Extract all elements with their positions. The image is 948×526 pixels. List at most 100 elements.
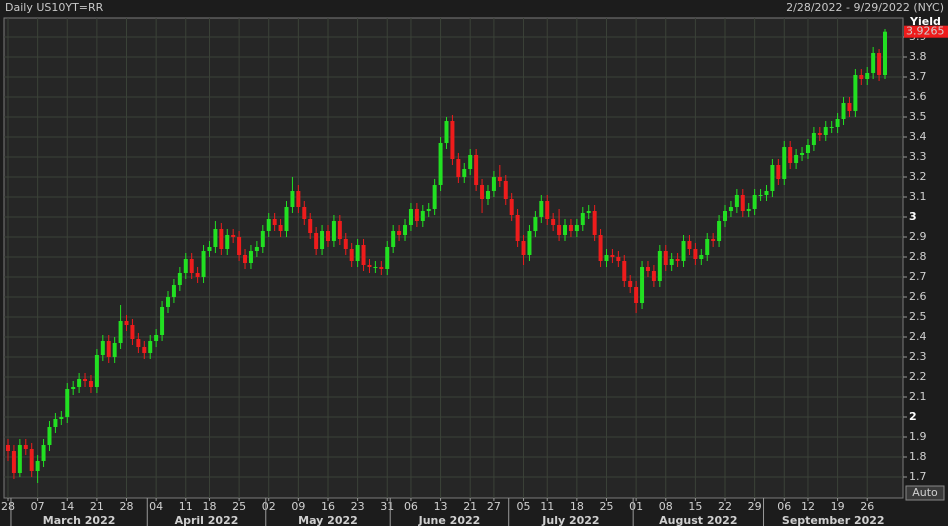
candle-body [6, 445, 10, 451]
candle-body [361, 245, 366, 265]
candle-body [426, 209, 431, 211]
candle-body [752, 195, 757, 209]
candle-body [243, 255, 248, 263]
candle-body [171, 285, 176, 297]
auto-button-label[interactable]: Auto [912, 486, 938, 499]
x-tick-label: 11 [179, 500, 193, 513]
candle-body [130, 325, 135, 339]
month-label: July 2022 [541, 514, 599, 526]
y-tick-label: 1.9 [909, 430, 927, 443]
candle-body [865, 73, 870, 79]
y-tick-label: 2.1 [909, 390, 927, 403]
candle-body [823, 127, 828, 135]
candle-body [610, 255, 615, 257]
candle-body [557, 225, 562, 235]
x-tick-label: 29 [748, 500, 762, 513]
candle-body [160, 307, 165, 335]
candle-body [462, 169, 467, 177]
candle-body [231, 235, 236, 237]
month-label: March 2022 [43, 514, 116, 526]
grid [4, 18, 903, 498]
candle-body [165, 297, 170, 307]
candle-body [183, 259, 188, 273]
candle-body [539, 201, 544, 217]
candle-body [551, 219, 556, 225]
x-tick-label: 16 [321, 500, 335, 513]
y-tick-label: 1.7 [909, 470, 927, 483]
x-tick-label: 01 [629, 500, 643, 513]
auto-button-box[interactable] [905, 485, 945, 501]
candle-body [355, 245, 360, 261]
candle-body [53, 419, 58, 427]
x-tick-label: 06 [777, 500, 791, 513]
candle-body [527, 231, 532, 255]
x-tick-label: 12 [801, 500, 815, 513]
candle-body [207, 247, 212, 251]
candle-body [403, 225, 408, 235]
y-tick-label: 1.8 [909, 450, 927, 463]
y-tick-label: 3.1 [909, 190, 927, 203]
date-range: 2/28/2022 - 9/29/2022 (NYC) [786, 1, 944, 14]
x-tick-label: 09 [291, 500, 305, 513]
candle-body [877, 53, 882, 75]
candle-body [373, 267, 378, 268]
y-tick-label: 2.2 [909, 370, 927, 383]
candle-body [604, 255, 609, 261]
x-tick-label: 25 [599, 500, 613, 513]
candle-body [77, 379, 82, 387]
candle-body [35, 461, 40, 471]
candle-body [764, 191, 769, 195]
candle-body [515, 215, 520, 241]
candle-body [331, 221, 336, 241]
candle-body [509, 199, 514, 215]
candle-body [503, 181, 508, 199]
candle-body [592, 211, 597, 235]
month-label: May 2022 [298, 514, 358, 526]
candle-body [302, 207, 307, 219]
candle-body [805, 145, 810, 153]
plot-area [3, 17, 904, 499]
candle-body [450, 121, 455, 159]
y-tick-label: 3 [909, 210, 917, 223]
x-tick-label: 02 [262, 500, 276, 513]
x-tick-label: 13 [434, 500, 448, 513]
candle-body [794, 155, 799, 163]
y-tick-label: 2.8 [909, 250, 927, 263]
candle-body [480, 185, 485, 199]
candle-body [148, 341, 153, 353]
candle-body [734, 195, 739, 207]
last-price-label: 3.9265 [906, 25, 945, 38]
candle-body [201, 251, 206, 277]
candle-body [758, 195, 763, 196]
candle-body [740, 195, 745, 211]
candle-body [675, 259, 680, 261]
candle-body [640, 267, 645, 303]
candle-body [284, 207, 289, 231]
candle-body [687, 241, 692, 249]
y-tick-label: 3.5 [909, 110, 927, 123]
candle-body [693, 249, 698, 259]
candles [6, 29, 887, 483]
candle-body [71, 387, 76, 389]
candle-body [94, 355, 99, 387]
x-tick-label: 19 [831, 500, 845, 513]
candle-body [776, 165, 781, 179]
x-tick-label: 11 [540, 500, 554, 513]
candle-body [237, 237, 242, 255]
candle-body [681, 241, 686, 261]
candle-body [266, 219, 271, 231]
candle-body [408, 209, 413, 225]
candle-body [717, 221, 722, 241]
candle-body [545, 201, 550, 219]
candle-body [847, 103, 852, 111]
candle-body [444, 121, 449, 143]
candle-body [853, 75, 858, 111]
candle-body [438, 143, 443, 185]
auto-button[interactable]: Auto [905, 485, 945, 501]
candle-body [788, 147, 793, 163]
x-tick-label: 25 [232, 500, 246, 513]
y-tick-label: 2.5 [909, 310, 927, 323]
candle-body [829, 127, 834, 128]
chart-title: Daily US10YT=RR [5, 1, 104, 14]
